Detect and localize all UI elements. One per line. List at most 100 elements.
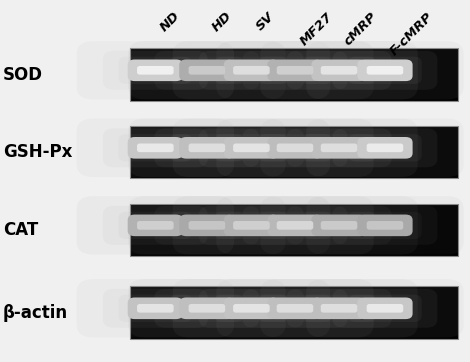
FancyBboxPatch shape [188,304,225,313]
FancyBboxPatch shape [287,206,392,245]
FancyBboxPatch shape [215,212,288,239]
FancyBboxPatch shape [170,212,243,239]
FancyBboxPatch shape [77,41,234,100]
FancyBboxPatch shape [302,134,376,161]
FancyBboxPatch shape [179,59,235,81]
Bar [130,203,458,256]
FancyBboxPatch shape [332,51,438,90]
FancyBboxPatch shape [277,66,313,75]
FancyBboxPatch shape [287,289,392,328]
FancyBboxPatch shape [199,289,304,328]
Text: F-cMRP: F-cMRP [387,10,435,58]
FancyBboxPatch shape [118,295,192,322]
FancyBboxPatch shape [332,129,438,167]
FancyBboxPatch shape [224,137,279,159]
FancyBboxPatch shape [357,59,413,81]
FancyBboxPatch shape [367,304,403,313]
FancyBboxPatch shape [367,143,403,152]
FancyBboxPatch shape [258,212,332,239]
FancyBboxPatch shape [155,129,259,167]
FancyBboxPatch shape [155,51,259,90]
FancyBboxPatch shape [128,215,183,236]
FancyBboxPatch shape [312,59,367,81]
FancyBboxPatch shape [233,143,270,152]
FancyBboxPatch shape [258,134,332,161]
FancyBboxPatch shape [348,134,422,161]
FancyBboxPatch shape [128,119,286,177]
FancyBboxPatch shape [172,119,330,177]
Text: GSH-Px: GSH-Px [3,143,72,161]
FancyBboxPatch shape [137,304,173,313]
FancyBboxPatch shape [118,57,192,84]
FancyBboxPatch shape [243,206,347,245]
FancyBboxPatch shape [77,119,234,177]
Text: cMRP: cMRP [341,10,380,48]
FancyBboxPatch shape [215,57,288,84]
FancyBboxPatch shape [170,134,243,161]
Text: β-actin: β-actin [3,304,68,321]
FancyBboxPatch shape [306,41,464,100]
Text: SV: SV [254,10,277,33]
FancyBboxPatch shape [137,143,173,152]
FancyBboxPatch shape [267,215,322,236]
FancyBboxPatch shape [277,143,313,152]
FancyBboxPatch shape [216,279,374,337]
FancyBboxPatch shape [348,212,422,239]
FancyBboxPatch shape [155,289,259,328]
FancyBboxPatch shape [103,51,208,90]
FancyBboxPatch shape [267,59,322,81]
FancyBboxPatch shape [357,298,413,319]
FancyBboxPatch shape [170,57,243,84]
FancyBboxPatch shape [367,221,403,230]
FancyBboxPatch shape [128,41,286,100]
FancyBboxPatch shape [348,57,422,84]
Text: SOD: SOD [3,66,43,84]
FancyBboxPatch shape [170,295,243,322]
FancyBboxPatch shape [128,196,286,254]
FancyBboxPatch shape [188,221,225,230]
FancyBboxPatch shape [199,51,304,90]
FancyBboxPatch shape [188,143,225,152]
FancyBboxPatch shape [172,196,330,254]
FancyBboxPatch shape [118,134,192,161]
FancyBboxPatch shape [302,57,376,84]
FancyBboxPatch shape [172,279,330,337]
FancyBboxPatch shape [267,298,322,319]
FancyBboxPatch shape [302,295,376,322]
Bar [130,126,458,178]
FancyBboxPatch shape [155,206,259,245]
FancyBboxPatch shape [267,137,322,159]
Bar [130,49,458,101]
FancyBboxPatch shape [216,119,374,177]
FancyBboxPatch shape [179,298,235,319]
FancyBboxPatch shape [321,221,357,230]
Text: MF27: MF27 [298,10,335,48]
FancyBboxPatch shape [199,129,304,167]
FancyBboxPatch shape [332,206,438,245]
FancyBboxPatch shape [260,119,418,177]
FancyBboxPatch shape [306,196,464,254]
FancyBboxPatch shape [367,66,403,75]
FancyBboxPatch shape [128,298,183,319]
FancyBboxPatch shape [357,137,413,159]
FancyBboxPatch shape [179,137,235,159]
Text: CAT: CAT [3,221,38,239]
Text: HD: HD [209,10,234,34]
FancyBboxPatch shape [277,304,313,313]
FancyBboxPatch shape [258,295,332,322]
FancyBboxPatch shape [199,206,304,245]
FancyBboxPatch shape [179,215,235,236]
Bar [130,286,458,339]
FancyBboxPatch shape [137,66,173,75]
FancyBboxPatch shape [103,206,208,245]
FancyBboxPatch shape [258,57,332,84]
FancyBboxPatch shape [287,51,392,90]
FancyBboxPatch shape [188,66,225,75]
FancyBboxPatch shape [77,279,234,337]
FancyBboxPatch shape [77,196,234,254]
FancyBboxPatch shape [128,279,286,337]
FancyBboxPatch shape [312,215,367,236]
FancyBboxPatch shape [312,298,367,319]
FancyBboxPatch shape [103,289,208,328]
FancyBboxPatch shape [287,129,392,167]
